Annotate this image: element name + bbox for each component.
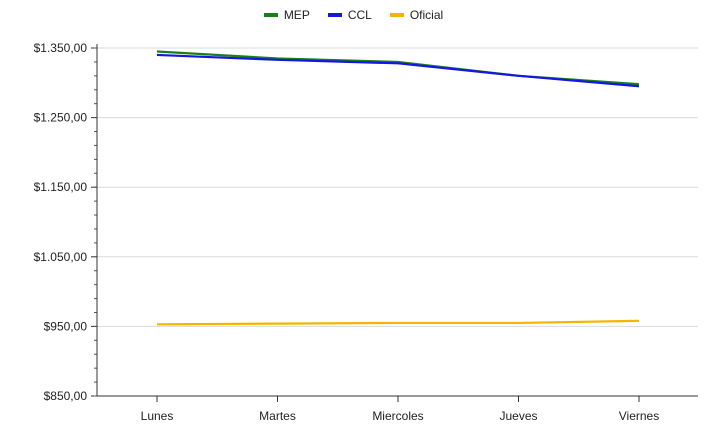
y-tick-label: $1.050,00 (34, 250, 88, 264)
legend-swatch (390, 13, 404, 17)
y-tick-label: $950,00 (44, 319, 88, 333)
y-tick-label: $1.350,00 (34, 41, 88, 55)
legend-label: Oficial (410, 8, 443, 22)
y-tick-label: $1.250,00 (34, 111, 88, 125)
x-tick-label: Jueves (499, 409, 537, 423)
x-tick-label: Lunes (141, 409, 174, 423)
x-tick-label: Viernes (619, 409, 659, 423)
chart-legend: MEP CCL Oficial (0, 8, 707, 22)
y-tick-label: $1.150,00 (34, 180, 88, 194)
legend-item-ccl[interactable]: CCL (328, 8, 372, 22)
x-tick-label: Martes (259, 409, 296, 423)
legend-item-oficial[interactable]: Oficial (390, 8, 443, 22)
legend-label: CCL (348, 8, 372, 22)
x-tick-label: Miercoles (372, 409, 423, 423)
legend-swatch (328, 13, 342, 17)
legend-swatch (264, 13, 278, 17)
series-line-oficial (157, 321, 639, 324)
legend-label: MEP (284, 8, 310, 22)
series-line-ccl (157, 55, 639, 86)
y-tick-label: $850,00 (44, 389, 88, 403)
legend-item-mep[interactable]: MEP (264, 8, 310, 22)
